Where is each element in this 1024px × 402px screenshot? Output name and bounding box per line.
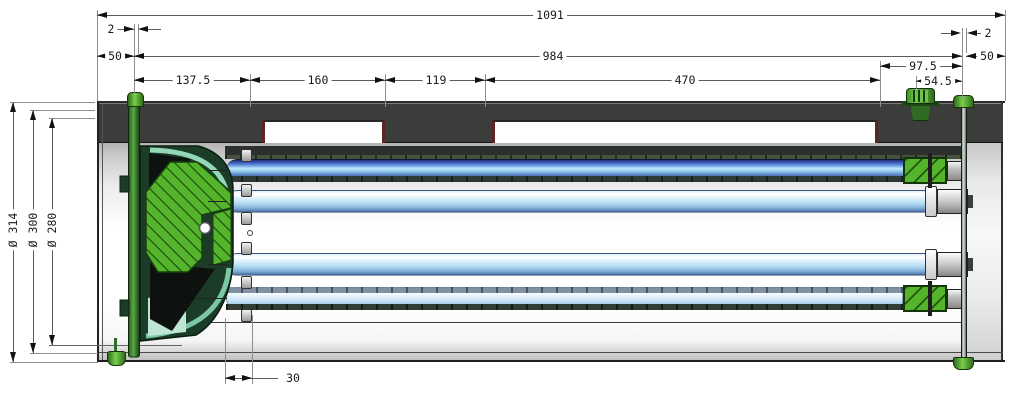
dim-label: 97.5 xyxy=(906,60,940,72)
ext-line xyxy=(1005,10,1006,101)
left-flange-bottom-bolt xyxy=(107,351,126,366)
lamp4-gland-clamp xyxy=(928,281,932,316)
shell-cutout-2 xyxy=(492,120,878,143)
centerline-pin-hole xyxy=(247,230,253,236)
dim-label: Ø 280 xyxy=(45,209,59,251)
left-end-cap-section xyxy=(119,105,253,358)
flange-stud-lower xyxy=(119,299,130,317)
ext-line xyxy=(30,110,95,111)
right-end-plate xyxy=(961,100,967,366)
shell-bottom-outer-edge xyxy=(97,360,1005,362)
shell-cutout-1 xyxy=(262,120,385,143)
flange-stud-upper xyxy=(119,175,130,193)
lamp-tube-3 xyxy=(226,253,928,276)
shell-left-inner-edge xyxy=(102,104,103,361)
dim-label: 2 xyxy=(104,23,118,35)
dim-label: 2 xyxy=(981,27,995,39)
dim-label: 470 xyxy=(671,74,699,86)
left-flange-bottom-stem xyxy=(114,338,117,353)
dim-label: 50 xyxy=(105,50,125,62)
left-flange-top-cap xyxy=(127,92,144,107)
dim-label: 119 xyxy=(422,74,450,86)
ext-line xyxy=(250,74,251,107)
shell-left-edge xyxy=(97,101,99,362)
lamp-clip xyxy=(241,212,252,225)
ext-line xyxy=(962,28,963,99)
dim-label: 30 xyxy=(283,372,303,384)
ext-line xyxy=(10,102,95,103)
top-lamp-rail-edge xyxy=(225,155,962,159)
lamp-tube-1-rail xyxy=(226,176,903,182)
dim-label: 1091 xyxy=(533,9,567,21)
end-cap-hatched-neck xyxy=(212,208,232,266)
lamp-tube-2 xyxy=(226,190,928,213)
cap-port-hole xyxy=(198,221,212,235)
lamp1-gland-green xyxy=(903,157,947,184)
ext-line xyxy=(966,28,967,53)
lamp4-gland-green xyxy=(903,285,947,312)
ext-line xyxy=(134,24,135,94)
lamp1-gland-clamp xyxy=(928,153,932,188)
shell-right-section xyxy=(966,103,1003,361)
shell-top-edge xyxy=(97,101,1005,103)
ext-line xyxy=(30,353,98,354)
right-plate-top-bolt xyxy=(953,95,974,108)
lamp-clip xyxy=(241,149,252,162)
lamp-clip xyxy=(241,276,252,289)
lamp2-socket-pin xyxy=(968,195,973,208)
cable-gland-stem xyxy=(910,104,931,121)
lamp2-collar xyxy=(925,186,937,217)
dim-label: 160 xyxy=(304,74,332,86)
lamp-tube-4-top-rail xyxy=(226,287,903,293)
end-cap-hatched-hub xyxy=(145,161,232,273)
dim-label: 984 xyxy=(539,50,567,62)
lamp3-socket-pin xyxy=(968,258,973,271)
dim-label: 54.5 xyxy=(921,75,955,87)
dim-label: Ø 314 xyxy=(6,209,20,251)
ext-line xyxy=(49,118,95,119)
lamp-tube-4-bottom-rail xyxy=(226,304,903,310)
cable-gland-ribs xyxy=(913,90,928,102)
ext-line xyxy=(10,362,98,363)
ext-line xyxy=(485,74,486,107)
lamp-clip xyxy=(241,184,252,197)
dim-label: 50 xyxy=(977,50,997,62)
lamp-clip xyxy=(241,242,252,255)
right-plate-bottom-bolt xyxy=(953,357,974,370)
lamp-clip xyxy=(241,309,252,322)
ext-line xyxy=(385,74,386,107)
shell-bottom-inner-edge xyxy=(99,352,1003,353)
ext-line xyxy=(880,61,881,107)
bottom-rail-line xyxy=(137,322,962,323)
ext-line xyxy=(138,24,139,54)
left-flange-disc xyxy=(128,105,140,358)
dim-label: Ø 300 xyxy=(26,209,40,251)
lamp3-collar xyxy=(925,249,937,280)
end-cap-shadow-bottom xyxy=(150,263,215,331)
dim-label: 137.5 xyxy=(172,74,214,86)
